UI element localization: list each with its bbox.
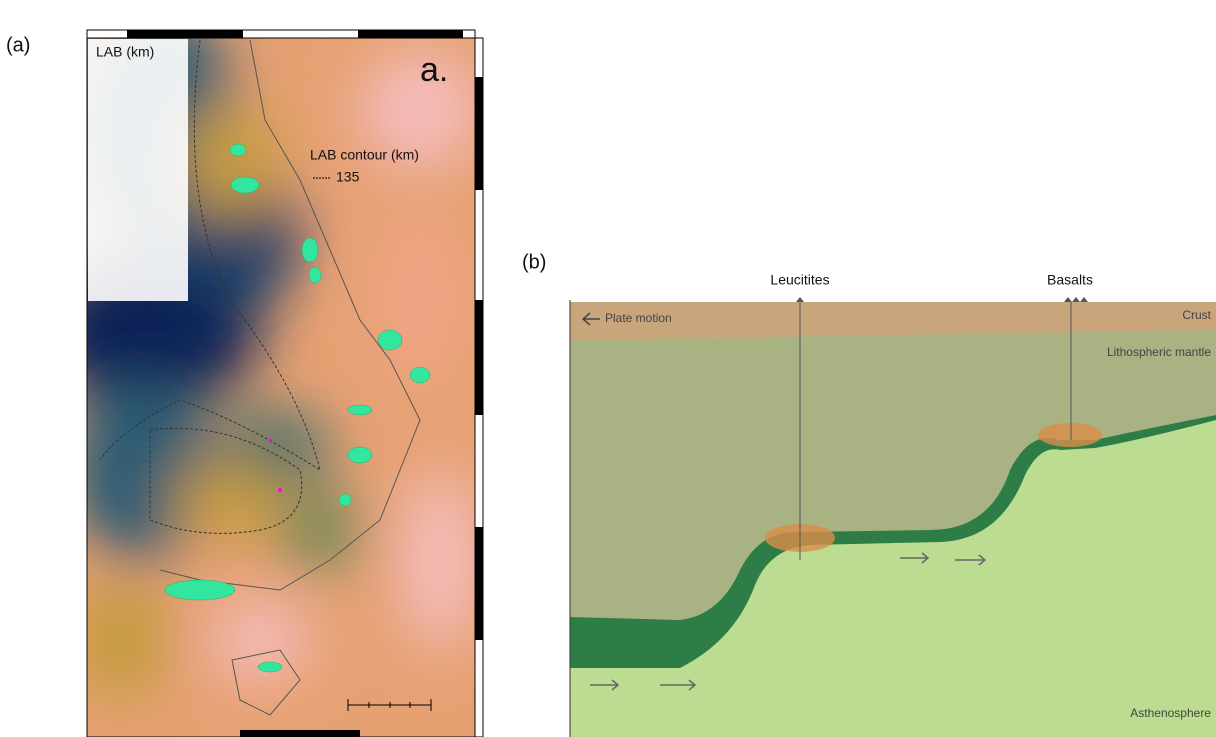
contour-title: LAB contour (km) [310,147,419,163]
mantle-label: Lithospheric mantle [1107,345,1211,359]
figure: (a) [0,0,1216,737]
cross-section [570,297,1216,737]
crust-label: Crust [1182,308,1211,322]
panel-label: (b) [522,251,546,273]
plate-motion: Plate motion [605,311,672,325]
panel-tag: a. [420,51,448,89]
legend-title: LAB (km) [96,44,154,60]
legend-box [88,39,188,301]
page: (a) [0,0,1216,737]
asthenosphere-label: Asthenosphere [1130,706,1211,720]
panel-label: (a) [6,34,30,56]
label-basalts: Basalts [1047,272,1093,288]
contour-value: 135 [336,169,360,185]
label-leucitites: Leucitites [770,272,829,288]
